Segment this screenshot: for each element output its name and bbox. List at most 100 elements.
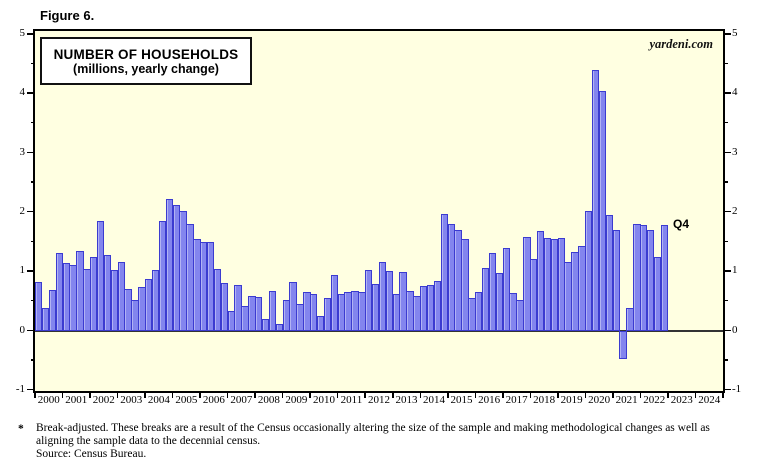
bar-2018Q1 xyxy=(530,259,538,331)
y-major-tick-right xyxy=(723,388,731,391)
bar-2020Q1 xyxy=(585,210,593,331)
x-axis-year-label: 2008 xyxy=(257,394,280,406)
bar-2020Q3 xyxy=(598,90,607,331)
x-year-tick xyxy=(89,391,91,398)
y-major-tick-left xyxy=(27,210,35,213)
x-axis-year-label: 2003 xyxy=(120,394,143,406)
bar-2004Q3 xyxy=(158,221,167,331)
x-year-tick xyxy=(144,391,146,398)
q4-annotation: Q4 xyxy=(673,217,690,231)
x-year-tick xyxy=(171,391,174,398)
bar-2003Q3 xyxy=(131,299,139,331)
bar-2011Q1 xyxy=(337,294,345,331)
bar-2017Q2 xyxy=(509,293,517,331)
x-year-tick xyxy=(199,391,201,398)
bar-2017Q4 xyxy=(523,236,531,331)
x-year-tick xyxy=(529,391,532,398)
bar-2010Q2 xyxy=(316,316,325,331)
y-major-tick-right xyxy=(723,151,731,154)
y-minor-tick-right xyxy=(723,181,728,183)
bar-2014Q2 xyxy=(426,285,435,331)
bar-2019Q4 xyxy=(578,246,586,331)
bar-2009Q4 xyxy=(303,292,311,331)
bar-2003Q2 xyxy=(124,289,132,331)
bar-2022Q3 xyxy=(653,257,662,331)
bar-2016Q4 xyxy=(495,273,504,331)
x-year-tick xyxy=(694,391,697,398)
bar-2011Q4 xyxy=(358,292,366,331)
bar-2008Q4 xyxy=(275,323,284,331)
chart-title: NUMBER OF HOUSEHOLDS xyxy=(53,46,239,62)
y-axis-label-right: 5 xyxy=(732,27,738,39)
x-year-tick xyxy=(392,391,394,398)
bar-2004Q2 xyxy=(151,270,160,331)
x-axis-year-label: 2021 xyxy=(615,394,638,406)
x-axis-year-label: 2019 xyxy=(560,394,583,406)
y-axis-label-left: 1 xyxy=(19,264,26,277)
bar-2015Q1 xyxy=(447,224,455,331)
bar-2014Q3 xyxy=(433,280,442,331)
x-axis-year-label: 2006 xyxy=(202,394,225,406)
x-axis-year-label: 2020 xyxy=(588,394,611,406)
bar-2011Q3 xyxy=(351,291,359,331)
y-minor-tick-right xyxy=(723,359,728,361)
x-year-tick xyxy=(116,391,119,398)
x-axis-year-label: 2002 xyxy=(92,394,115,406)
bar-2000Q4 xyxy=(55,253,64,331)
bar-2000Q3 xyxy=(48,290,57,331)
bar-2008Q2 xyxy=(261,319,270,331)
chart-plot-area: yardeni.com Q4 xyxy=(33,29,725,393)
bar-2021Q2 xyxy=(619,331,627,359)
y-major-tick-right xyxy=(723,329,731,332)
x-axis-year-label: 2004 xyxy=(147,394,170,406)
y-major-tick-left xyxy=(27,33,35,35)
bar-2015Q4 xyxy=(468,298,476,331)
x-axis-year-label: 2010 xyxy=(312,394,335,406)
bar-2002Q3 xyxy=(103,255,112,331)
y-major-tick-right xyxy=(723,33,731,35)
x-year-tick xyxy=(226,391,229,398)
footnote-line-2: aligning the sample data to the decennia… xyxy=(36,435,261,447)
y-axis-label-right: 3 xyxy=(732,145,738,158)
bar-2005Q2 xyxy=(179,210,187,331)
y-axis-label-left: 4 xyxy=(19,86,26,99)
bar-2010Q4 xyxy=(330,275,339,331)
figure-label: Figure 6. xyxy=(40,8,95,23)
y-major-tick-left xyxy=(27,270,35,272)
y-axis-label-left: 5 xyxy=(19,27,26,39)
y-minor-tick-left xyxy=(30,181,35,183)
bar-2016Q1 xyxy=(475,291,483,331)
bar-2009Q1 xyxy=(282,300,290,331)
bar-2002Q4 xyxy=(110,269,119,331)
chart-title-box: NUMBER OF HOUSEHOLDS (millions, yearly c… xyxy=(40,37,252,85)
bar-2008Q3 xyxy=(268,291,277,331)
x-axis-year-label: 2015 xyxy=(450,394,473,406)
x-axis-year-label: 2000 xyxy=(37,394,60,406)
y-major-tick-right xyxy=(723,210,731,213)
bar-2005Q4 xyxy=(193,239,201,331)
bar-2019Q2 xyxy=(564,261,572,331)
bar-2000Q1 xyxy=(35,282,43,331)
x-axis-year-label: 2017 xyxy=(505,394,528,406)
x-axis-year-label: 2001 xyxy=(65,394,88,406)
bar-2004Q1 xyxy=(145,279,153,331)
bar-2002Q1 xyxy=(90,256,98,331)
y-major-tick-right xyxy=(723,270,731,272)
y-minor-tick-right xyxy=(723,121,728,124)
y-minor-tick-left xyxy=(30,299,35,302)
x-year-tick xyxy=(502,391,504,398)
y-axis-label-right: 2 xyxy=(732,204,738,217)
y-axis-label-left: 0 xyxy=(19,323,26,336)
bar-2007Q3 xyxy=(241,306,249,331)
bar-2016Q3 xyxy=(488,252,497,331)
bar-2006Q2 xyxy=(206,242,215,331)
bar-2006Q1 xyxy=(200,242,208,331)
bar-2009Q2 xyxy=(289,281,297,331)
bar-2014Q1 xyxy=(420,285,428,331)
x-year-tick xyxy=(447,391,449,398)
y-minor-tick-left xyxy=(30,121,35,124)
bar-2008Q1 xyxy=(255,297,263,331)
y-axis-label-left: 3 xyxy=(19,145,26,158)
bar-2003Q1 xyxy=(117,261,125,331)
